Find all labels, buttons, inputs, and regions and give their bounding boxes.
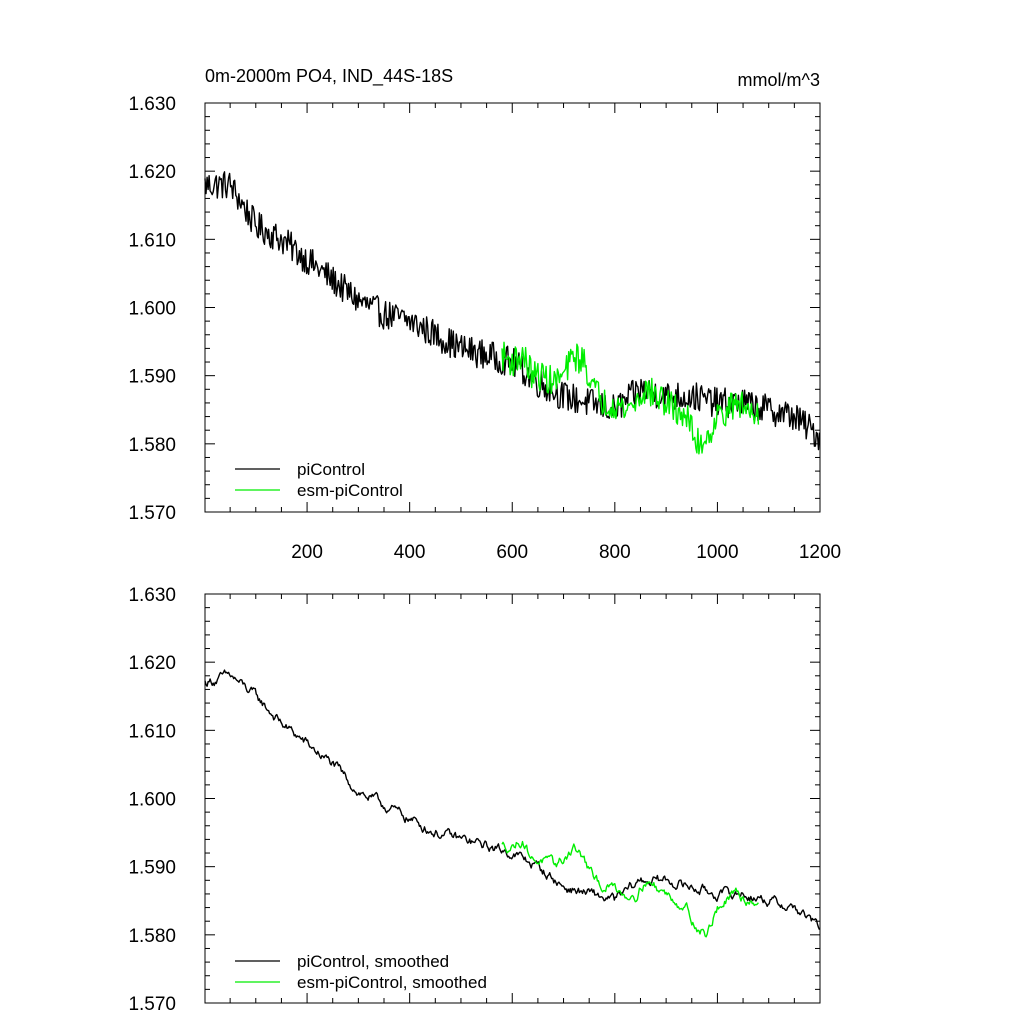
top-legend: piControl esm-piControl: [235, 460, 403, 500]
y-tick-label: 1.570: [128, 503, 176, 524]
top-x-tick-labels: 200 400 600 800 1000 1200: [291, 542, 841, 563]
legend-label-picontrol-smoothed: piControl, smoothed: [297, 952, 449, 971]
y-tick-label: 1.600: [128, 790, 176, 811]
top-y-tick-labels: 1.630 1.620 1.610 1.600 1.590 1.580 1.570: [128, 94, 176, 524]
y-tick-label: 1.570: [128, 994, 176, 1015]
series-line-picontrol: [204, 171, 821, 451]
panel-bottom: 1.630 1.620 1.610 1.600 1.590 1.580 1.570 piCo…: [128, 585, 821, 1015]
series-line-picontrol-smoothed: [204, 669, 821, 930]
series-line-esm-picontrol: [501, 341, 760, 455]
y-tick-label: 1.610: [128, 721, 176, 742]
bottom-legend: piControl, smoothed esm-piControl, smoot…: [235, 952, 487, 992]
series-line-esm-picontrol-smoothed: [501, 840, 759, 938]
y-tick-label: 1.620: [128, 653, 176, 674]
legend-label-esm-picontrol-smoothed: esm-piControl, smoothed: [297, 973, 487, 992]
x-tick-label: 800: [599, 542, 631, 563]
bottom-series: [204, 669, 821, 938]
units-label: mmol/m^3: [738, 70, 820, 90]
y-tick-label: 1.600: [128, 299, 176, 320]
panel-top: 0m-2000m PO4, IND_44S-18S mmol/m^3 1.630…: [128, 66, 841, 563]
y-tick-label: 1.630: [128, 94, 176, 115]
y-tick-label: 1.630: [128, 585, 176, 606]
legend-label-esm-picontrol: esm-piControl: [297, 481, 403, 500]
x-tick-label: 600: [496, 542, 528, 563]
top-axis-ticks: [205, 102, 821, 513]
y-tick-label: 1.580: [128, 435, 176, 456]
x-tick-label: 400: [394, 542, 426, 563]
y-tick-label: 1.590: [128, 367, 176, 388]
x-tick-label: 1200: [799, 542, 841, 563]
chart-title: 0m-2000m PO4, IND_44S-18S: [205, 66, 453, 87]
y-tick-label: 1.580: [128, 926, 176, 947]
bottom-y-tick-labels: 1.630 1.620 1.610 1.600 1.590 1.580 1.570: [128, 585, 176, 1015]
top-plot-frame: [204, 102, 821, 513]
legend-label-picontrol: piControl: [297, 460, 365, 479]
y-tick-label: 1.620: [128, 162, 176, 183]
bottom-plot-frame: [204, 593, 821, 1004]
x-tick-label: 200: [291, 542, 323, 563]
x-tick-label: 1000: [696, 542, 738, 563]
top-series: [204, 171, 821, 455]
y-tick-label: 1.590: [128, 858, 176, 879]
y-tick-label: 1.610: [128, 230, 176, 251]
